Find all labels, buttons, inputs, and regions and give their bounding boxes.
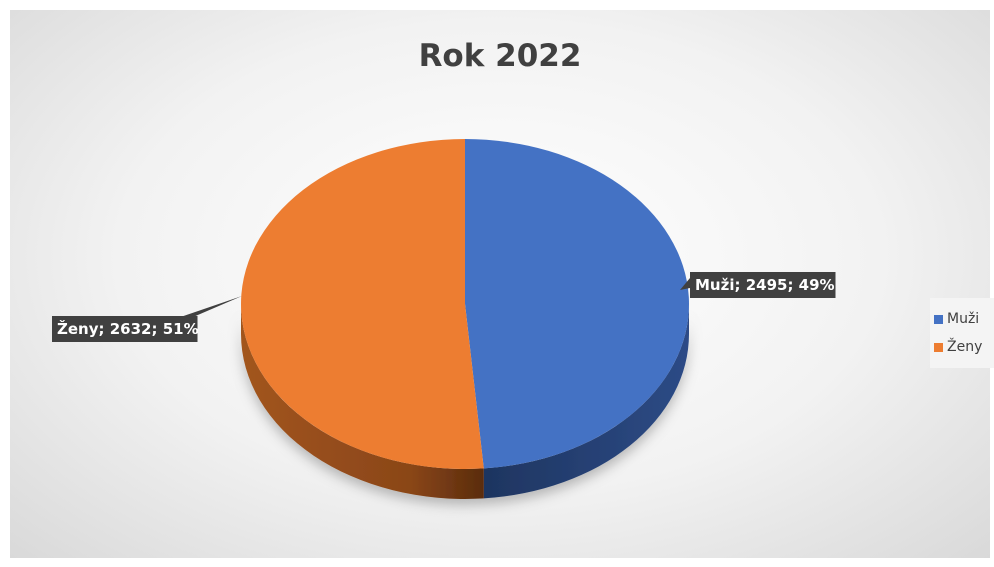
data-label-pointer-ženy	[183, 296, 242, 316]
legend: Muži Ženy	[930, 298, 994, 368]
data-label-text-muži: Muži; 2495; 49%	[695, 276, 835, 294]
legend-label-zeny: Ženy	[947, 339, 983, 355]
pie-slice-muži	[465, 139, 689, 469]
data-label-box-ženy	[52, 316, 198, 342]
legend-item-muzi: Muži	[934, 308, 994, 330]
data-label-muži: Muži; 2495; 49%	[680, 272, 836, 298]
legend-item-zeny: Ženy	[934, 336, 994, 358]
data-label-box-muži	[690, 272, 836, 298]
legend-label-muzi: Muži	[947, 311, 980, 327]
pie-slice-ženy	[240, 139, 484, 470]
data-label-text-ženy: Ženy; 2632; 51%	[57, 319, 199, 338]
legend-swatch-zeny	[934, 342, 943, 352]
legend-swatch-muzi	[934, 314, 943, 324]
data-label-pointer-muži	[680, 278, 690, 290]
data-label-ženy: Ženy; 2632; 51%	[52, 296, 242, 342]
chart-area: Rok 2022 Muži; 2495; 49% Ženy; 2632; 51% …	[10, 10, 994, 558]
pie-side-muži	[483, 304, 689, 499]
pie-side-ženy	[241, 304, 484, 499]
chart-title: Rok 2022	[418, 38, 582, 74]
pie-chart: Muži; 2495; 49% Ženy; 2632; 51%	[52, 139, 836, 499]
